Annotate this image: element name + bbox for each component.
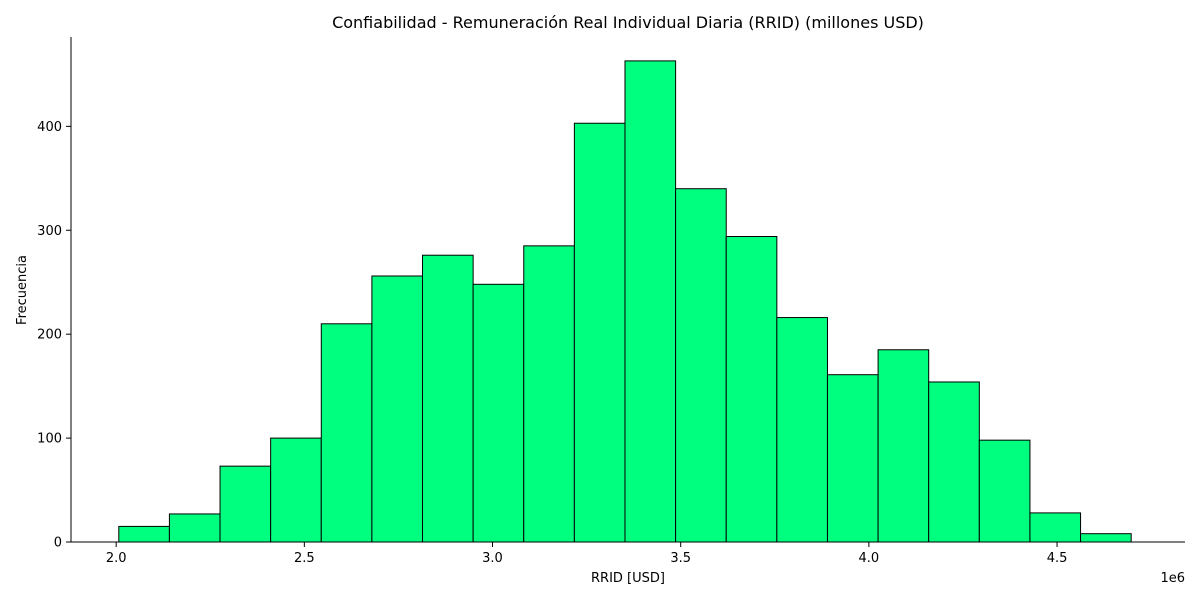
histogram-bar bbox=[1029, 512, 1082, 543]
y-ticks-group: 0 100 200 300 400 bbox=[37, 120, 71, 551]
histogram-bar bbox=[219, 465, 272, 543]
y-tick-label: 300 bbox=[37, 224, 62, 239]
y-tick-label: 100 bbox=[37, 432, 62, 447]
histogram-bar bbox=[978, 439, 1031, 543]
histogram-bar bbox=[624, 60, 677, 543]
histogram-bar bbox=[725, 236, 778, 543]
x-ticks-group: 2.0 2.5 3.0 3.5 4.0 4.5 bbox=[106, 542, 1068, 566]
y-tick-label: 0 bbox=[54, 536, 62, 551]
y-axis-label: Frecuencia bbox=[15, 255, 30, 325]
histogram-bar bbox=[270, 437, 322, 543]
y-tick-label: 400 bbox=[37, 120, 62, 135]
x-tick-label: 2.5 bbox=[294, 551, 315, 566]
histogram-bar bbox=[1080, 533, 1132, 543]
histogram-bar bbox=[472, 283, 525, 543]
bars-group bbox=[118, 60, 1132, 543]
x-axis-label: RRID [USD] bbox=[591, 571, 665, 586]
histogram-bar bbox=[320, 323, 373, 543]
x-tick-label: 2.0 bbox=[106, 551, 127, 566]
histogram-bar bbox=[573, 122, 626, 543]
histogram-bar bbox=[422, 254, 474, 543]
histogram-bar bbox=[371, 275, 424, 543]
histogram-bar bbox=[877, 349, 930, 543]
x-tick-label: 3.0 bbox=[482, 551, 503, 566]
x-tick-label: 4.0 bbox=[859, 551, 880, 566]
histogram-bar bbox=[928, 381, 980, 543]
x-tick-label: 3.5 bbox=[670, 551, 691, 566]
x-tick-label: 4.5 bbox=[1047, 551, 1068, 566]
histogram-bar bbox=[675, 188, 727, 543]
histogram-bar bbox=[168, 513, 221, 543]
histogram-bar bbox=[776, 317, 828, 543]
histogram-bar bbox=[523, 245, 575, 543]
x-offset-label: 1e6 bbox=[1160, 571, 1185, 586]
y-tick-label: 200 bbox=[37, 328, 62, 343]
chart-title: Confiabilidad - Remuneración Real Indivi… bbox=[332, 13, 924, 32]
histogram-bar bbox=[118, 525, 170, 543]
histogram-bar bbox=[826, 374, 879, 543]
